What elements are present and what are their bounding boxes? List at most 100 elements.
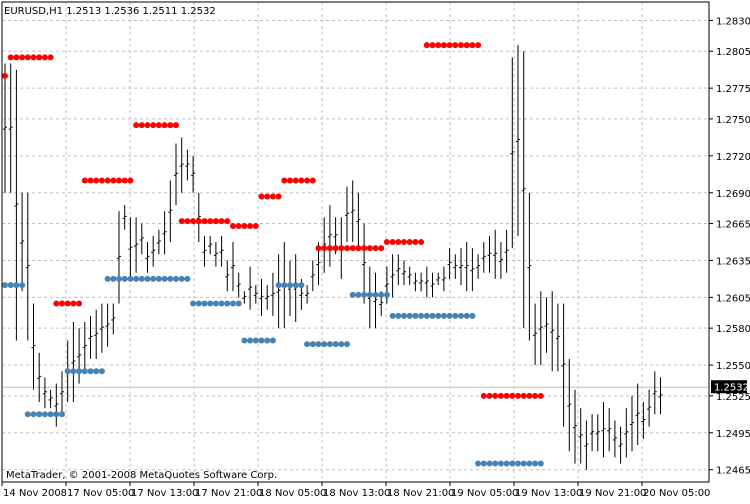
lower-dot: [497, 460, 504, 467]
lower-dot: [344, 341, 350, 348]
upper-dot: [349, 245, 356, 252]
lower-dot: [452, 312, 459, 319]
upper-dot: [429, 42, 436, 49]
grid: [2, 2, 709, 482]
upper-dot: [401, 239, 407, 245]
upper-dot: [155, 122, 162, 129]
lower-dot: [173, 275, 179, 282]
y-tick-label: 1.2525: [716, 392, 750, 403]
lower-dot: [161, 275, 168, 282]
upper-dot: [195, 218, 202, 225]
lower-dot: [406, 312, 413, 319]
upper-dot: [70, 300, 77, 307]
lower-dot: [70, 368, 77, 375]
upper-dot: [161, 122, 168, 129]
upper-dot: [7, 54, 14, 61]
lower-dot: [7, 282, 14, 289]
upper-dot: [435, 42, 442, 49]
ohlc-bars: [3, 45, 663, 470]
upper-dot: [486, 392, 493, 399]
chart-frame: [1, 1, 710, 483]
upper-dot: [475, 42, 482, 49]
x-tick-label: 20 Nov 05:00: [643, 488, 710, 499]
lower-dot: [395, 312, 402, 319]
upper-dot: [315, 245, 322, 252]
lower-dot: [372, 291, 379, 298]
upper-dot: [150, 122, 157, 129]
lower-dot: [218, 300, 225, 307]
lower-dot: [13, 282, 20, 289]
y-tick-label: 1.2775: [716, 84, 750, 95]
upper-dot: [212, 218, 219, 225]
y-tick-label: 1.2750: [716, 115, 750, 126]
lower-dot: [361, 291, 368, 298]
lower-dot: [138, 275, 145, 282]
y-tick-label: 1.2605: [716, 293, 750, 304]
lower-dot: [332, 341, 339, 348]
upper-dot: [344, 245, 350, 252]
lower-dot: [155, 275, 162, 282]
upper-dot: [423, 42, 430, 49]
upper-dot: [503, 392, 510, 399]
lower-dot: [486, 460, 493, 467]
lower-dot: [98, 368, 105, 375]
lower-dot: [59, 411, 65, 418]
lower-dot: [315, 341, 322, 348]
upper-dot: [480, 392, 487, 399]
lower-dot: [258, 337, 265, 344]
y-tick-label: 1.2665: [716, 220, 750, 231]
upper-dot: [332, 245, 339, 252]
upper-dot: [64, 300, 71, 307]
current-price-label: 1.2532: [714, 383, 749, 394]
lower-dot: [121, 275, 128, 282]
upper-dot: [235, 223, 242, 229]
upper-dot: [366, 245, 373, 252]
lower-dot: [537, 460, 544, 467]
upper-dot: [133, 122, 140, 129]
x-tick-label: 18 Nov 05:00: [259, 488, 326, 499]
upper-dot: [138, 122, 145, 129]
upper-dot: [167, 122, 174, 129]
upper-dot: [326, 245, 333, 252]
upper-dot: [304, 177, 311, 184]
upper-dot: [2, 72, 8, 79]
lower-dot: [383, 291, 390, 298]
lower-dot: [93, 368, 100, 375]
lower-dot: [235, 300, 242, 307]
upper-dot: [87, 177, 94, 184]
upper-dot: [372, 245, 379, 252]
upper-dot: [98, 177, 105, 184]
upper-dot: [230, 223, 236, 229]
lower-dot: [116, 275, 122, 282]
lower-dot: [389, 312, 396, 319]
upper-dot: [321, 245, 328, 252]
lower-dot: [269, 337, 276, 344]
upper-dot: [287, 177, 293, 184]
upper-dot: [463, 42, 470, 49]
lower-dot: [440, 312, 447, 319]
lower-dot: [64, 368, 71, 375]
upper-dot: [24, 54, 31, 61]
lower-dot: [520, 460, 527, 467]
upper-dot: [452, 42, 459, 49]
lower-dot: [355, 291, 362, 298]
y-tick-label: 1.2805: [716, 47, 750, 58]
lower-dot: [76, 368, 83, 375]
lower-dot: [418, 312, 425, 319]
y-tick-label: 1.2465: [716, 466, 750, 477]
lower-dot: [81, 368, 88, 375]
lower-dot: [167, 275, 174, 282]
x-tick-label: 17 Nov 13:00: [131, 488, 198, 499]
upper-dot: [298, 177, 305, 184]
upper-dot: [207, 218, 214, 225]
lower-dot: [30, 411, 37, 418]
lower-dot: [469, 312, 476, 319]
current-price-tag: [711, 380, 747, 394]
lower-dot: [503, 460, 510, 467]
lower-dot: [401, 312, 407, 319]
lower-dot: [287, 282, 293, 289]
lower-dot: [224, 300, 231, 307]
